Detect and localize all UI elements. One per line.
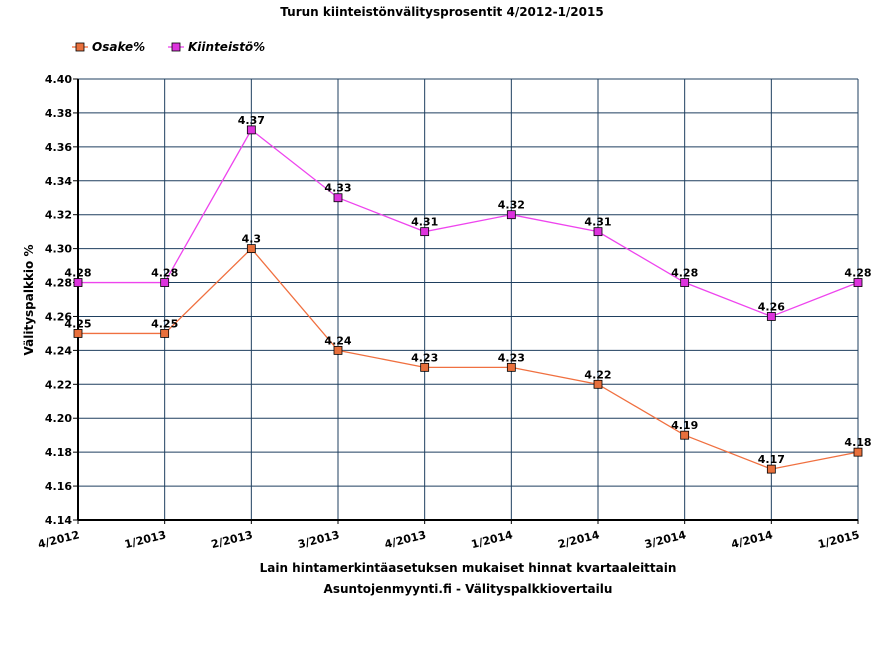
data-point xyxy=(680,430,690,440)
x-tick-label: 3/2013 xyxy=(297,528,341,551)
y-tick-label: 4.18 xyxy=(45,446,72,459)
data-point xyxy=(506,210,516,220)
y-tick-label: 4.32 xyxy=(45,209,72,222)
data-label: 4.26 xyxy=(758,300,785,313)
legend-marker xyxy=(171,42,181,52)
y-tick-label: 4.36 xyxy=(45,141,72,154)
y-tick-label: 4.14 xyxy=(45,514,72,527)
x-tick-label: 1/2013 xyxy=(123,528,167,551)
data-label: 4.23 xyxy=(498,351,525,364)
data-label: 4.28 xyxy=(151,267,178,280)
data-label: 4.31 xyxy=(584,216,611,229)
data-label: 4.28 xyxy=(844,267,871,280)
data-point xyxy=(160,278,170,287)
data-point xyxy=(246,125,256,135)
y-tick-label: 4.28 xyxy=(45,277,72,290)
data-label: 4.25 xyxy=(64,317,91,330)
data-point xyxy=(766,464,776,474)
legend-label: Kiinteistö% xyxy=(188,40,265,54)
y-tick-label: 4.30 xyxy=(45,243,72,256)
y-tick-label: 4.34 xyxy=(45,175,72,188)
data-label: 4.25 xyxy=(151,317,178,330)
data-label: 4.32 xyxy=(498,199,525,212)
data-point xyxy=(73,278,83,287)
data-point xyxy=(506,362,516,372)
x-axis-ticks: 4/2012 1/2013 2/2013 3/2013 4/2013 1/2014 2/20… xyxy=(37,520,861,551)
x-tick-label: 2/2013 xyxy=(210,528,254,551)
x-tick-label: 2/2014 xyxy=(557,528,602,551)
y-tick-label: 4.16 xyxy=(45,480,72,493)
chart-title: Turun kiinteistönvälitysprosentit 4/2012… xyxy=(280,5,603,19)
data-point xyxy=(246,244,256,254)
data-label: 4.28 xyxy=(64,267,91,280)
data-label: 4.31 xyxy=(411,216,438,229)
chart-subtitle: Asuntojenmyynti.fi - Välityspalkkioverta… xyxy=(324,582,613,596)
y-tick-label: 4.22 xyxy=(45,378,72,391)
data-label: 4.37 xyxy=(238,114,265,127)
series-line-2 xyxy=(78,128,859,318)
x-axis-label: Lain hintamerkintäasetuksen mukaiset hin… xyxy=(260,561,677,575)
data-point xyxy=(766,312,776,321)
legend-label: Osake% xyxy=(92,40,145,54)
data-point xyxy=(853,278,863,287)
series-line-1 xyxy=(78,247,859,470)
x-tick-label: 1/2015 xyxy=(817,528,861,551)
x-tick-label: 4/2014 xyxy=(730,528,775,551)
data-point xyxy=(680,278,690,287)
series-lines xyxy=(78,128,859,470)
y-tick-label: 4.38 xyxy=(45,107,72,120)
data-label: 4.19 xyxy=(671,419,698,432)
series-points xyxy=(73,125,863,474)
data-label: 4.28 xyxy=(671,267,698,280)
data-point xyxy=(160,329,170,338)
x-tick-label: 1/2014 xyxy=(470,528,515,551)
x-tick-label: 3/2014 xyxy=(643,528,688,551)
data-labels: 4.25 4.25 4.3 4.24 4.23 4.23 4.22 4.19 4.17 4.18 4… xyxy=(64,114,871,466)
chart-axes xyxy=(77,79,858,521)
y-tick-label: 4.40 xyxy=(45,73,72,86)
y-axis-label: Välityspalkkio % xyxy=(22,245,36,356)
chart-legend: Osake% Kiinteistö% xyxy=(72,40,265,54)
data-label: 4.3 xyxy=(242,233,262,246)
chart-grid xyxy=(77,78,859,521)
y-axis-ticks: 4.14 4.16 4.18 4.20 4.22 4.24 4.26 4.28 4.30 4.32… xyxy=(45,73,78,527)
data-label: 4.23 xyxy=(411,351,438,364)
x-tick-label: 4/2012 xyxy=(37,528,81,551)
data-point xyxy=(420,362,430,372)
x-tick-label: 4/2013 xyxy=(383,528,427,551)
data-point xyxy=(593,379,603,389)
data-label: 4.22 xyxy=(584,368,611,381)
y-tick-label: 4.26 xyxy=(45,310,72,323)
legend-marker xyxy=(75,42,85,52)
data-label: 4.18 xyxy=(844,436,871,449)
y-tick-label: 4.20 xyxy=(45,412,72,425)
data-label: 4.24 xyxy=(324,334,351,347)
data-point xyxy=(333,345,343,355)
data-point xyxy=(593,227,603,237)
data-point xyxy=(420,227,430,237)
data-label: 4.17 xyxy=(758,453,785,466)
y-tick-label: 4.24 xyxy=(45,344,72,357)
data-point xyxy=(853,447,863,457)
data-point xyxy=(73,329,83,338)
data-point xyxy=(333,193,343,203)
data-label: 4.33 xyxy=(324,182,351,195)
